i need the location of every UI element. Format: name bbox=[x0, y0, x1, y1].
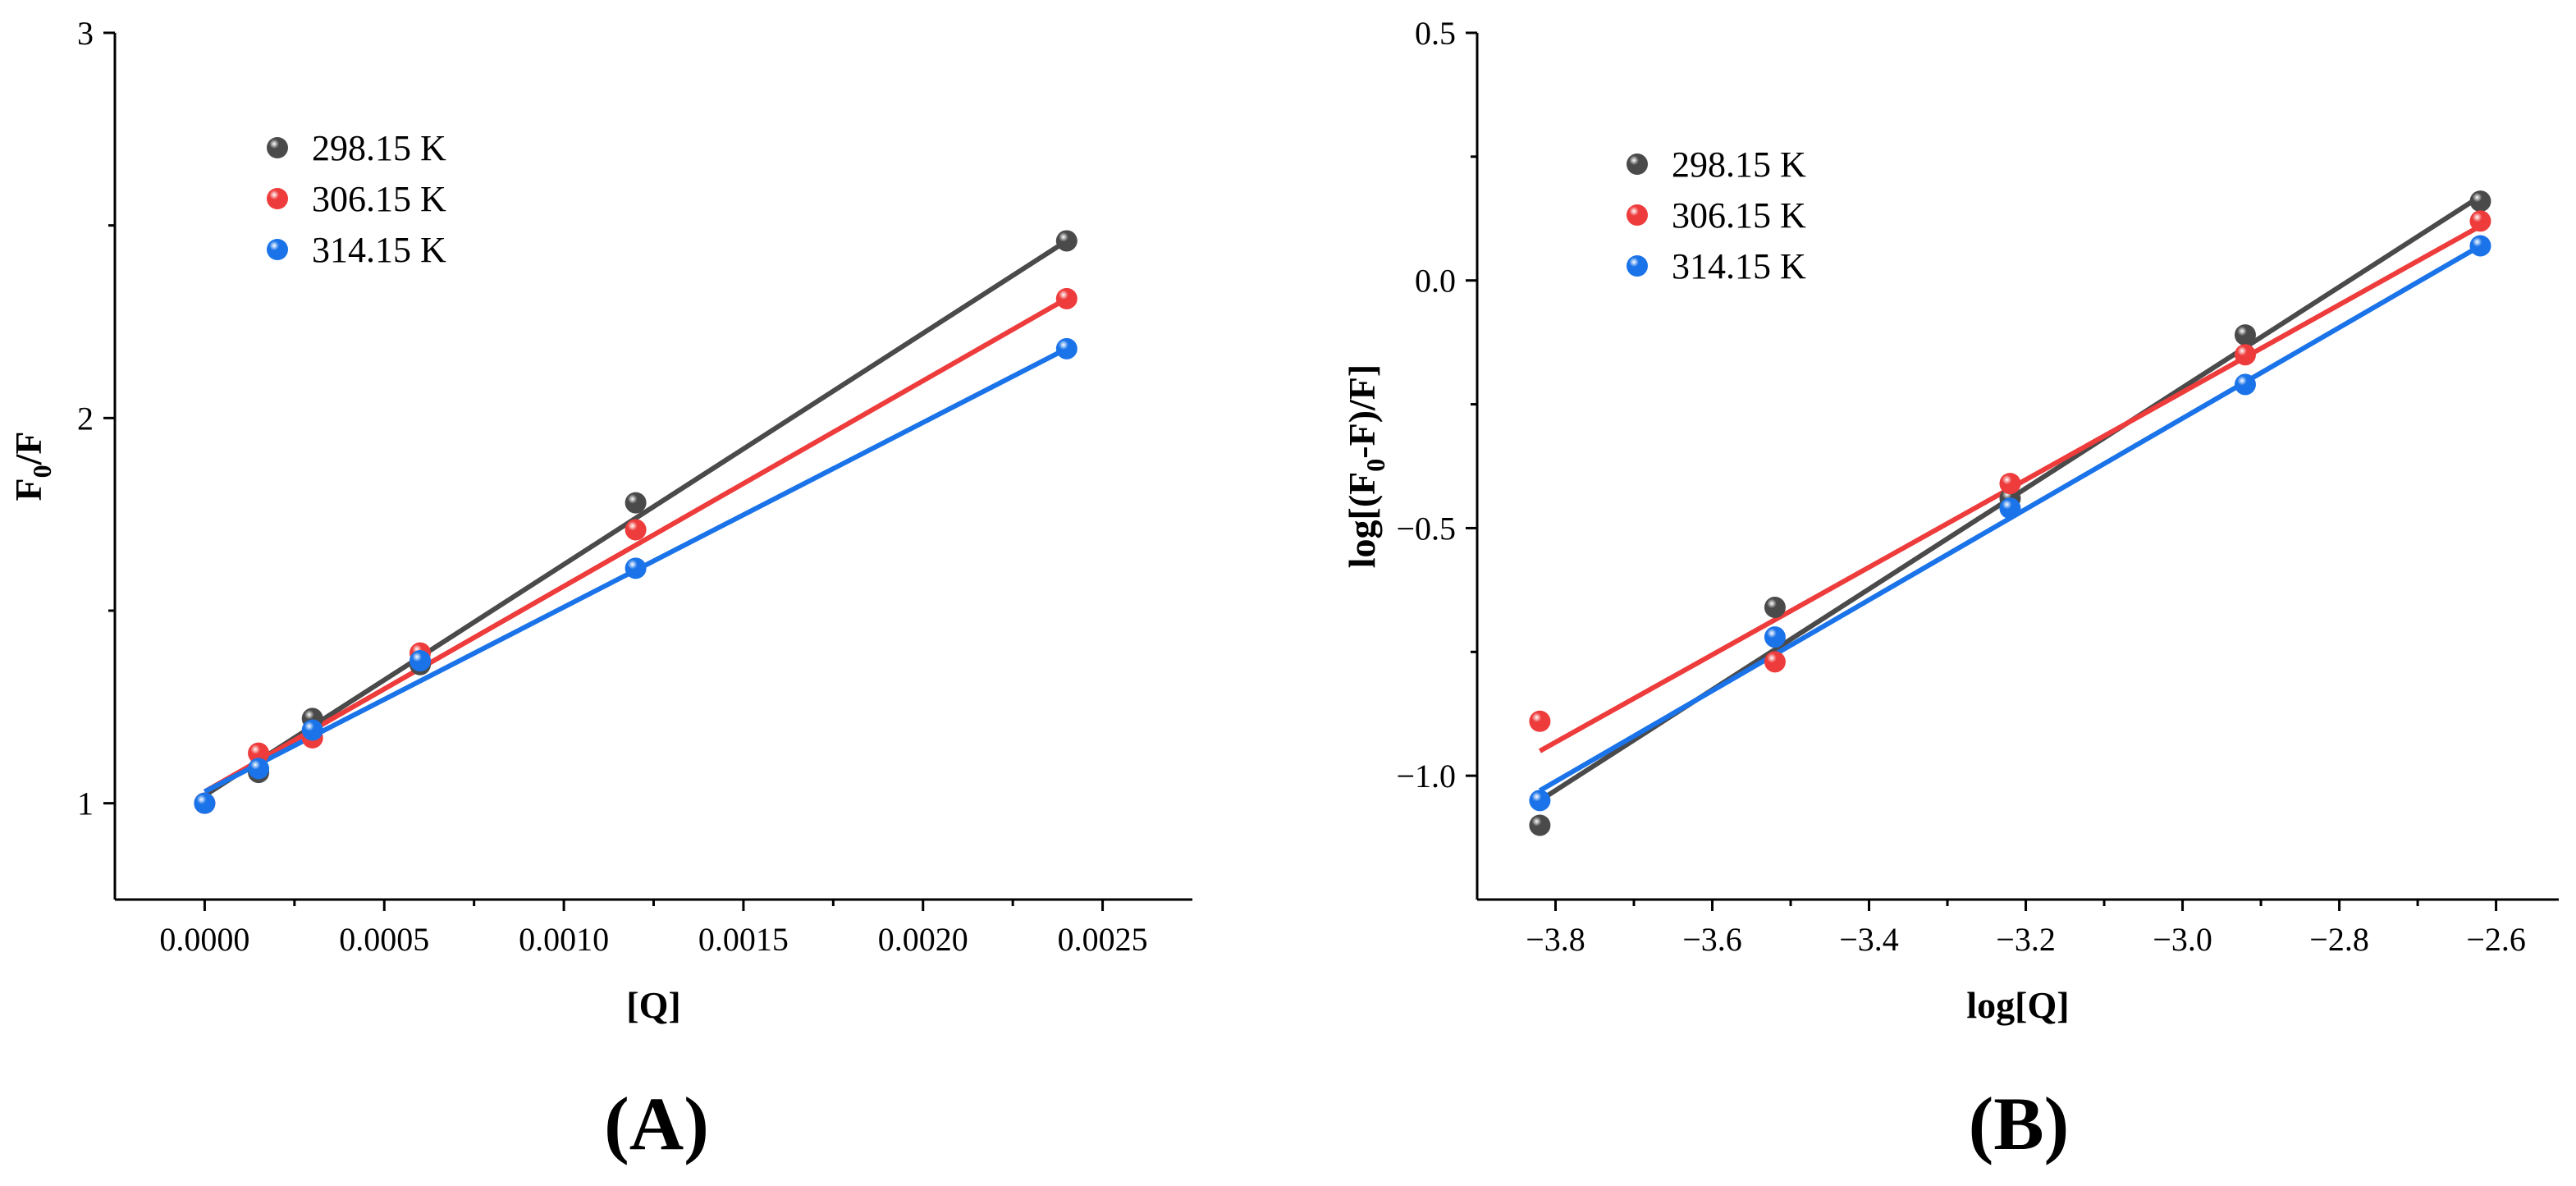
data-point-series-3 bbox=[1055, 337, 1078, 359]
data-point-series-2 bbox=[2234, 344, 2256, 366]
data-point-series-1 bbox=[1529, 814, 1551, 836]
legend-marker-3 bbox=[1627, 255, 1648, 277]
data-point-series-3 bbox=[248, 758, 270, 780]
x-tick-label: −2.8 bbox=[2309, 921, 2369, 958]
y-axis-label: F0/F bbox=[7, 432, 57, 501]
x-axis-label: [Q] bbox=[626, 984, 680, 1026]
data-point-series-3 bbox=[301, 719, 323, 741]
data-point-series-2 bbox=[248, 742, 270, 764]
data-point-series-1 bbox=[625, 492, 647, 514]
x-tick-label: −3.4 bbox=[1839, 921, 1899, 958]
legend-marker-1 bbox=[1627, 153, 1648, 175]
data-point-series-1 bbox=[1055, 230, 1078, 252]
chart-panel-b: −3.8 −3.6 −3.4 −3.2 −3.0 −2.8 −2.6 −1.0 −0.5 0.0 0… bbox=[1341, 15, 2559, 1026]
y-tick-label: −0.5 bbox=[1396, 510, 1456, 547]
legend-label-3: 314.15 K bbox=[312, 230, 446, 270]
legend-label-3: 314.15 K bbox=[1672, 246, 1806, 286]
y-tick-label: 2 bbox=[77, 400, 94, 437]
x-tick-label: 0.0005 bbox=[339, 921, 429, 958]
fit-line-1 bbox=[203, 238, 1068, 798]
x-tick-label: 0.0025 bbox=[1058, 921, 1148, 958]
x-tick-label: −2.6 bbox=[2466, 921, 2526, 958]
panel-label-b: (B) bbox=[1969, 1082, 2070, 1165]
y-axis-label: log[(F0-F)/F] bbox=[1341, 364, 1390, 568]
x-tick-label: 0.0000 bbox=[159, 921, 249, 958]
data-point-series-2 bbox=[625, 519, 647, 541]
legend-label-1: 298.15 K bbox=[312, 128, 446, 168]
x-tick-label: −3.6 bbox=[1682, 921, 1742, 958]
data-point-series-1 bbox=[2469, 190, 2491, 213]
data-point-series-3 bbox=[1999, 497, 2021, 520]
x-axis-label: log[Q] bbox=[1966, 984, 2069, 1026]
data-point-series-3 bbox=[1764, 626, 1786, 648]
data-point-series-2 bbox=[1764, 651, 1786, 673]
y-tick-label: 1 bbox=[77, 785, 94, 822]
fit-line-2 bbox=[203, 296, 1068, 794]
data-point-series-3 bbox=[2234, 373, 2256, 396]
legend-marker-1 bbox=[267, 137, 288, 158]
data-point-series-2 bbox=[2469, 210, 2491, 232]
y-tick-label: 0.0 bbox=[1415, 263, 1456, 300]
x-tick-label: −3.8 bbox=[1526, 921, 1585, 958]
data-point-series-2 bbox=[1529, 710, 1551, 732]
legend-marker-3 bbox=[267, 239, 288, 260]
data-point-series-2 bbox=[1055, 287, 1078, 309]
legend-label-1: 298.15 K bbox=[1672, 144, 1806, 185]
data-point-series-3 bbox=[194, 792, 216, 814]
y-tick-label: 3 bbox=[77, 15, 94, 52]
panel-label-a: (A) bbox=[604, 1082, 709, 1165]
data-point-series-3 bbox=[1529, 790, 1551, 812]
x-tick-label: 0.0015 bbox=[698, 921, 789, 958]
data-point-series-1 bbox=[2234, 324, 2256, 346]
x-tick-label: 0.0010 bbox=[519, 921, 609, 958]
legend-label-2: 306.15 K bbox=[1672, 195, 1806, 236]
data-point-series-2 bbox=[1999, 473, 2021, 495]
data-point-series-1 bbox=[1764, 596, 1786, 618]
x-tick-label: −3.2 bbox=[1996, 921, 2056, 958]
data-point-series-3 bbox=[410, 650, 432, 672]
chart-panel-a: 0.0000 0.0005 0.0010 0.0015 0.0020 0.0025 1 2 3 [… bbox=[7, 15, 1192, 1026]
x-tick-label: −3.0 bbox=[2153, 921, 2212, 958]
legend-label-2: 306.15 K bbox=[312, 179, 446, 219]
x-tick-label: 0.0020 bbox=[878, 921, 968, 958]
y-tick-label: 0.5 bbox=[1415, 15, 1456, 52]
data-point-series-3 bbox=[625, 557, 647, 579]
data-point-series-3 bbox=[2469, 235, 2491, 257]
legend-marker-2 bbox=[267, 188, 288, 209]
y-tick-label: −1.0 bbox=[1396, 758, 1456, 794]
legend-marker-2 bbox=[1627, 204, 1648, 226]
